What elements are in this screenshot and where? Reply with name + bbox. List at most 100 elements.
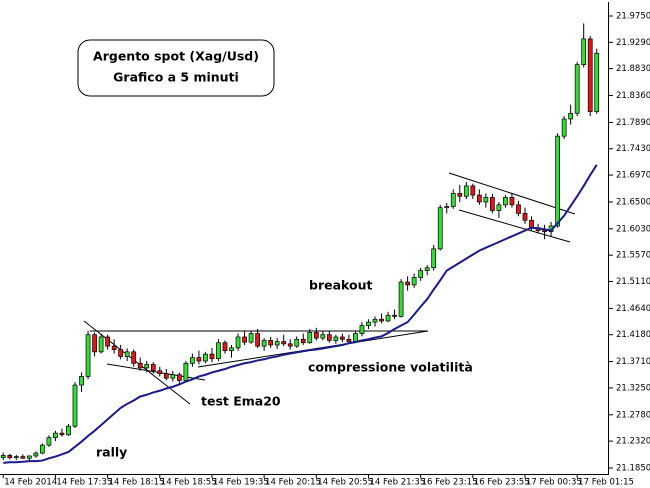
candle-body xyxy=(163,373,169,379)
y-tick-label: 21.7890 xyxy=(616,118,650,128)
title-box xyxy=(77,39,275,97)
candle-body xyxy=(242,336,247,343)
candle-body xyxy=(20,456,26,459)
candle-body xyxy=(248,333,254,343)
x-tick-label: 14 Feb 20:55 xyxy=(317,478,373,488)
x-tick-label: 17 Feb 01:15 xyxy=(578,478,634,488)
candle-body xyxy=(326,334,332,341)
x-tick-label: 14 Feb 21:35 xyxy=(369,478,425,488)
y-tick-label: 21.5570 xyxy=(616,251,650,261)
candle-body xyxy=(137,362,143,369)
candle-body xyxy=(418,270,424,278)
candle-body xyxy=(307,332,313,344)
candle-body xyxy=(33,452,39,457)
candle-body xyxy=(79,376,84,386)
candle-body xyxy=(183,362,189,381)
candle-body xyxy=(313,332,319,339)
candle-body xyxy=(555,135,560,227)
y-tick-label: 21.4640 xyxy=(616,304,650,314)
candle-body xyxy=(594,52,600,112)
candle-body xyxy=(366,321,371,326)
candle-body xyxy=(372,318,378,323)
y-tick-label: 21.1850 xyxy=(616,463,650,473)
x-tick-label: 14 Feb 18:55 xyxy=(161,478,217,488)
chart-subtitle: Grafico a 5 minuti xyxy=(113,70,239,85)
candle-body xyxy=(92,334,97,353)
candle-body xyxy=(176,374,182,381)
x-tick-label: 14 Feb 19:35 xyxy=(213,478,269,488)
candle-body xyxy=(411,277,417,286)
candle-body xyxy=(405,281,410,286)
candle-body xyxy=(333,336,339,341)
y-tick-label: 21.9290 xyxy=(616,38,650,48)
y-tick-label: 21.9750 xyxy=(616,12,650,22)
candle-body xyxy=(490,197,495,211)
candle-body xyxy=(59,432,65,436)
candle-body xyxy=(346,338,352,342)
candle-body xyxy=(561,118,567,137)
candle-body xyxy=(340,336,345,340)
candle-body xyxy=(144,364,150,369)
candle-body xyxy=(483,197,489,203)
annotation: compressione volatilità xyxy=(308,360,473,375)
candle-body xyxy=(98,336,104,353)
candle-body xyxy=(476,194,482,203)
candle-body xyxy=(320,334,326,339)
candle-body xyxy=(353,333,358,342)
candle-body xyxy=(40,444,45,454)
candle-body xyxy=(157,370,163,374)
candle-body xyxy=(209,353,215,360)
candle-body xyxy=(568,112,574,120)
candle-body xyxy=(46,437,52,446)
candle-body xyxy=(431,248,437,269)
x-tick-label: 16 Feb 23:55 xyxy=(474,478,530,488)
candle-body xyxy=(13,456,19,459)
candle-body xyxy=(516,204,521,214)
candle-body xyxy=(503,197,508,206)
candle-body xyxy=(509,197,515,206)
x-tick-label: 14 Feb 17:35 xyxy=(56,478,112,488)
y-tick-label: 21.5110 xyxy=(616,277,650,287)
candle-body xyxy=(222,342,228,352)
y-tick-label: 21.2780 xyxy=(616,410,650,420)
candle-body xyxy=(190,357,195,364)
ema-line xyxy=(3,164,598,464)
y-tick-label: 21.3710 xyxy=(616,357,650,367)
candle-body xyxy=(398,281,404,317)
y-tick-label: 21.2320 xyxy=(616,437,650,447)
y-tick-label: 21.6500 xyxy=(616,197,650,207)
y-tick-label: 21.8830 xyxy=(616,64,650,74)
candle-body xyxy=(229,347,234,352)
x-tick-label: 16 Feb 23:15 xyxy=(422,478,478,488)
candle-body xyxy=(587,38,593,112)
candle-body xyxy=(581,38,587,65)
candle-body xyxy=(392,314,397,317)
candle-body xyxy=(444,206,450,209)
candle-body xyxy=(150,364,156,372)
candle-body xyxy=(424,267,430,271)
candle-body xyxy=(170,374,176,379)
candle-body xyxy=(118,349,124,357)
candle-body xyxy=(450,193,456,207)
candle-body xyxy=(85,334,91,377)
annotation: test Ema20 xyxy=(201,394,281,409)
chart-title: Argento spot (Xag/Usd) xyxy=(93,49,259,64)
candle-body xyxy=(235,336,241,349)
annotation: rally xyxy=(96,445,127,460)
x-tick-label: 14 Feb 18:15 xyxy=(109,478,165,488)
candle-body xyxy=(529,219,534,229)
candle-body xyxy=(287,343,293,347)
candle-body xyxy=(111,345,117,350)
candle-body xyxy=(203,353,208,362)
candle-body xyxy=(0,455,6,459)
candle-body xyxy=(105,336,110,347)
candle-body xyxy=(255,333,260,347)
trendline xyxy=(106,363,206,381)
x-tick-label: 14 Feb 20:15 xyxy=(265,478,321,488)
candle-body xyxy=(66,425,71,436)
x-tick-label: 14 Feb 2014 xyxy=(4,478,57,488)
x-tick-label: 17 Feb 00:35 xyxy=(526,478,582,488)
candle-body xyxy=(522,213,528,221)
candle-body xyxy=(574,64,580,114)
